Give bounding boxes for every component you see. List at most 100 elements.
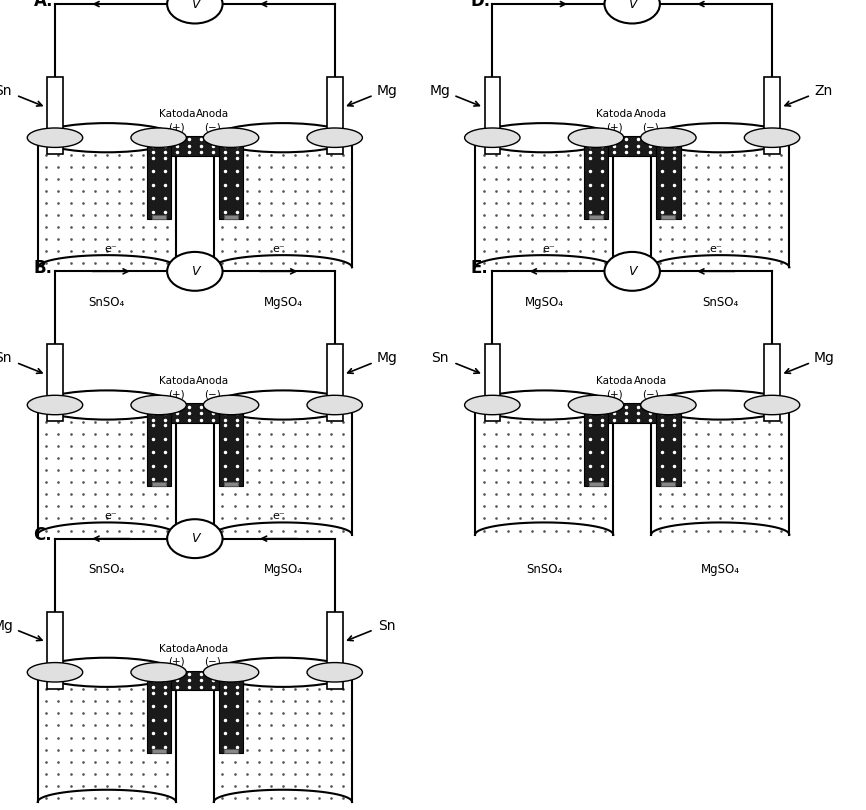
Bar — [47, 612, 62, 688]
Ellipse shape — [28, 395, 83, 415]
Bar — [764, 344, 779, 421]
Bar — [146, 403, 243, 423]
Ellipse shape — [465, 128, 520, 147]
Bar — [584, 405, 608, 486]
Bar — [584, 403, 681, 423]
Bar — [146, 672, 171, 753]
Ellipse shape — [131, 395, 186, 415]
Bar — [146, 405, 171, 486]
Ellipse shape — [744, 128, 800, 147]
Text: (−): (−) — [204, 657, 222, 667]
Text: e⁻: e⁻ — [542, 244, 555, 254]
Bar — [662, 482, 675, 486]
Text: Sn: Sn — [0, 352, 12, 365]
Bar — [584, 138, 608, 219]
Text: (+): (+) — [169, 657, 185, 667]
Ellipse shape — [204, 663, 259, 682]
Text: (−): (−) — [204, 390, 222, 399]
Text: V: V — [191, 0, 199, 11]
Bar — [47, 77, 62, 154]
Ellipse shape — [167, 252, 223, 291]
Text: Sn: Sn — [0, 84, 12, 98]
Text: V: V — [191, 265, 199, 278]
Text: (+): (+) — [606, 122, 623, 132]
Text: e⁻: e⁻ — [272, 511, 285, 521]
Text: Sn: Sn — [431, 352, 449, 365]
Text: e⁻: e⁻ — [709, 244, 722, 254]
Bar — [589, 482, 603, 486]
Ellipse shape — [641, 128, 696, 147]
Text: (−): (−) — [642, 122, 659, 132]
Text: (−): (−) — [204, 122, 222, 132]
Ellipse shape — [167, 519, 223, 558]
Text: e⁻: e⁻ — [105, 511, 118, 521]
Ellipse shape — [131, 663, 186, 682]
Bar — [662, 215, 675, 219]
Bar — [327, 77, 343, 154]
Text: C.: C. — [34, 526, 52, 544]
Text: Katoda: Katoda — [596, 109, 632, 119]
Bar — [146, 136, 243, 156]
Text: e⁻: e⁻ — [272, 244, 285, 254]
Bar — [219, 405, 243, 486]
Ellipse shape — [28, 128, 83, 147]
Ellipse shape — [28, 663, 83, 682]
Text: Anoda: Anoda — [197, 109, 229, 119]
Bar — [327, 612, 343, 688]
Text: B.: B. — [34, 259, 53, 277]
Text: Anoda: Anoda — [197, 644, 229, 654]
Bar — [152, 482, 165, 486]
Text: (+): (+) — [169, 390, 185, 399]
Text: Mg: Mg — [813, 352, 835, 365]
Text: SnSO₄: SnSO₄ — [702, 296, 739, 309]
Bar — [485, 344, 501, 421]
Bar — [327, 344, 343, 421]
Ellipse shape — [604, 0, 660, 23]
Bar — [656, 405, 681, 486]
Text: MgSO₄: MgSO₄ — [525, 296, 564, 309]
Bar — [47, 344, 62, 421]
Text: SnSO₄: SnSO₄ — [526, 563, 562, 576]
Text: Zn: Zn — [815, 84, 833, 98]
Text: Mg: Mg — [376, 352, 397, 365]
Ellipse shape — [307, 395, 362, 415]
Text: Anoda: Anoda — [634, 109, 667, 119]
Text: Mg: Mg — [430, 84, 451, 98]
Bar — [764, 77, 779, 154]
Ellipse shape — [204, 128, 259, 147]
Text: (+): (+) — [606, 390, 623, 399]
Ellipse shape — [604, 252, 660, 291]
Text: V: V — [628, 265, 637, 278]
Text: Anoda: Anoda — [634, 377, 667, 386]
Text: Mg: Mg — [0, 619, 14, 633]
Ellipse shape — [568, 395, 624, 415]
Ellipse shape — [641, 395, 696, 415]
Ellipse shape — [465, 395, 520, 415]
Text: (−): (−) — [642, 390, 659, 399]
Text: (+): (+) — [169, 122, 185, 132]
Text: V: V — [191, 532, 199, 545]
Bar — [656, 138, 681, 219]
Text: Mg: Mg — [376, 84, 397, 98]
Bar — [224, 749, 238, 753]
Ellipse shape — [307, 128, 362, 147]
Ellipse shape — [568, 128, 624, 147]
Ellipse shape — [744, 395, 800, 415]
Bar — [146, 138, 171, 219]
Text: MgSO₄: MgSO₄ — [263, 296, 302, 309]
Bar — [219, 138, 243, 219]
Text: D.: D. — [471, 0, 491, 10]
Text: Katoda: Katoda — [158, 377, 195, 386]
Text: E.: E. — [471, 259, 488, 277]
Bar — [224, 482, 238, 486]
Text: Katoda: Katoda — [158, 644, 195, 654]
Text: e⁻: e⁻ — [105, 244, 118, 254]
Text: MgSO₄: MgSO₄ — [701, 563, 740, 576]
Bar — [152, 749, 165, 753]
Text: MgSO₄: MgSO₄ — [263, 563, 302, 576]
Text: A.: A. — [34, 0, 53, 10]
Text: SnSO₄: SnSO₄ — [88, 296, 125, 309]
Text: SnSO₄: SnSO₄ — [88, 563, 125, 576]
Bar — [485, 77, 501, 154]
Ellipse shape — [204, 395, 259, 415]
